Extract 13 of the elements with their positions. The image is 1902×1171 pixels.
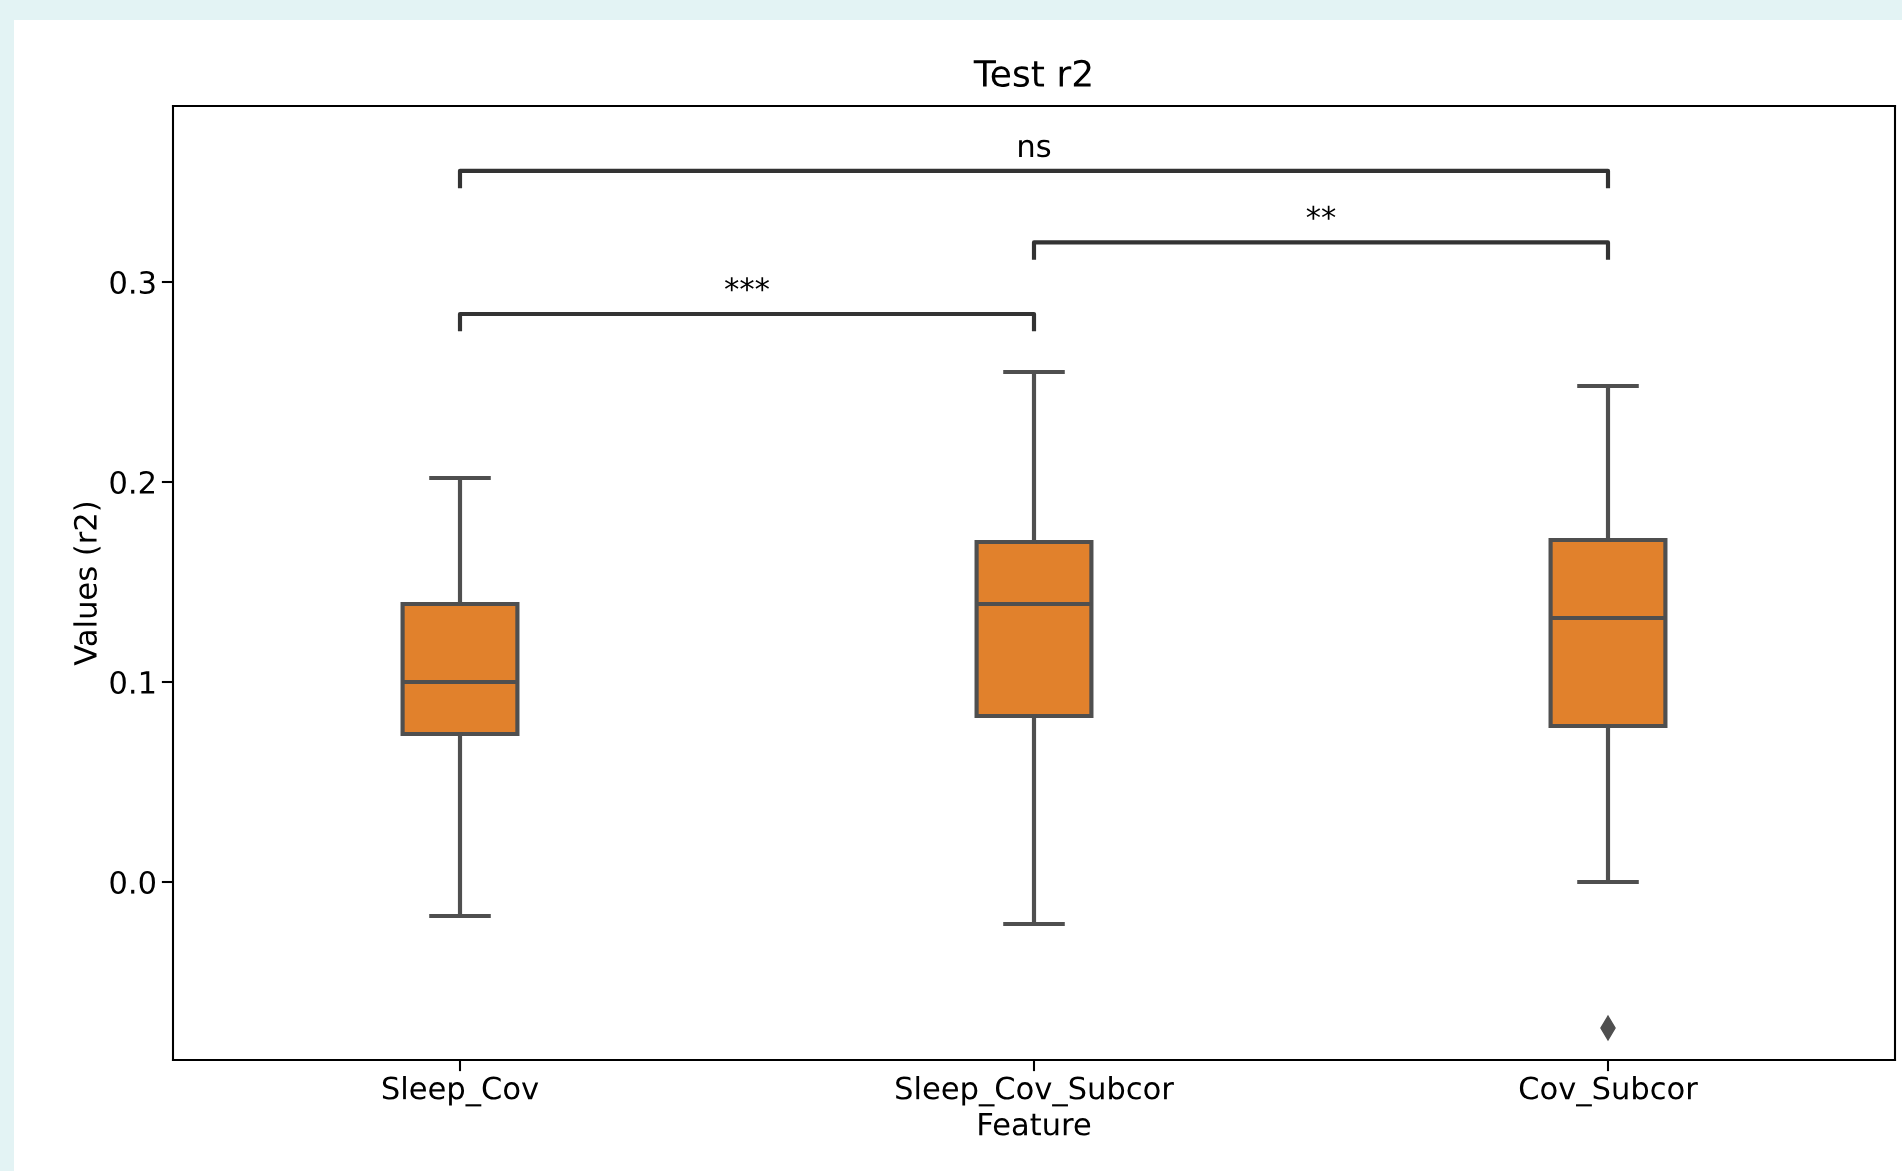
annotation: ns [1019,139,1051,158]
x-axis-title: Feature [979,1112,1091,1136]
chart-title: Test r2 [973,59,1091,88]
y-tick-label: 0.0 [110,870,155,895]
y-tick-label: 0.3 [110,270,155,295]
annotation: ** [1306,205,1336,220]
x-tick-label: Sleep_Cov_Subcor [896,1075,1174,1107]
y-tick-label: 0.1 [110,670,155,695]
y-axis-title: Values (r2) [73,502,101,666]
x-tick-label: Sleep_Cov [382,1075,539,1107]
y-tick-label: 0.2 [110,470,154,495]
x-tick-label: Cov_Subcor [1519,1075,1698,1107]
annotation: *** [725,277,769,292]
